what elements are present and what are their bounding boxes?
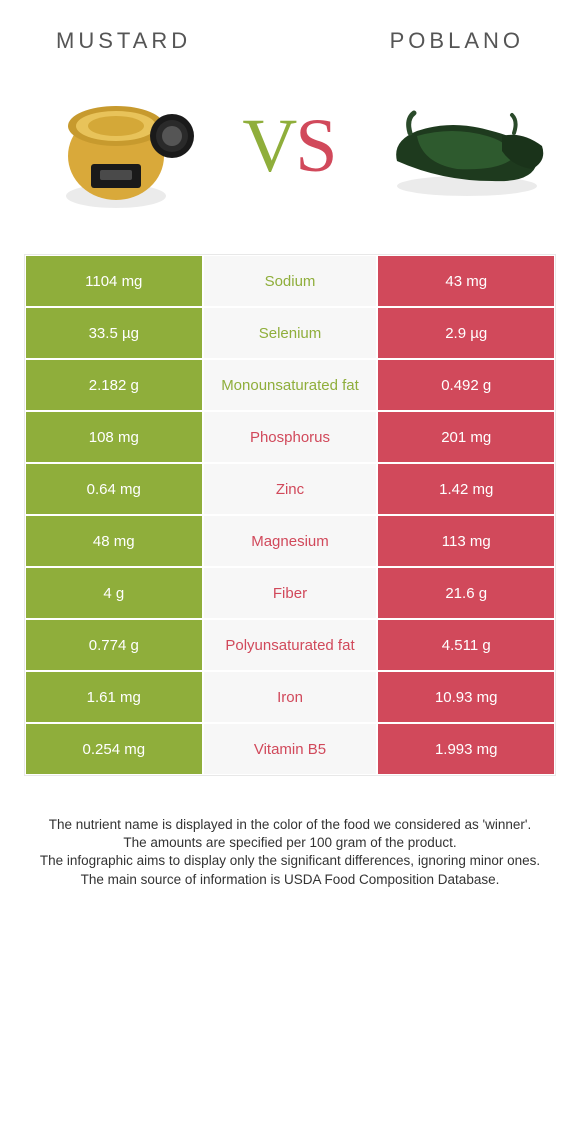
table-row: 108 mgPhosphorus201 mg [25, 411, 555, 463]
nutrient-name-cell: Iron [203, 671, 378, 723]
header: Mustard Poblano [0, 0, 580, 64]
table-row: 1104 mgSodium43 mg [25, 255, 555, 307]
hero-row: VS [0, 64, 580, 236]
comparison-table: 1104 mgSodium43 mg33.5 µgSelenium2.9 µg2… [24, 254, 556, 776]
left-value-cell: 2.182 g [25, 359, 203, 411]
left-value-cell: 33.5 µg [25, 307, 203, 359]
left-value-cell: 0.64 mg [25, 463, 203, 515]
right-value-cell: 113 mg [377, 515, 555, 567]
left-value-cell: 4 g [25, 567, 203, 619]
right-value-cell: 1.42 mg [377, 463, 555, 515]
right-value-cell: 201 mg [377, 411, 555, 463]
nutrient-name-cell: Vitamin B5 [203, 723, 378, 775]
right-value-cell: 0.492 g [377, 359, 555, 411]
right-value-cell: 1.993 mg [377, 723, 555, 775]
table-row: 48 mgMagnesium113 mg [25, 515, 555, 567]
right-value-cell: 4.511 g [377, 619, 555, 671]
right-food-title: Poblano [390, 28, 524, 54]
vs-v: V [242, 104, 295, 188]
footer-line-1: The nutrient name is displayed in the co… [28, 816, 552, 834]
table-row: 33.5 µgSelenium2.9 µg [25, 307, 555, 359]
table-row: 1.61 mgIron10.93 mg [25, 671, 555, 723]
table-row: 4 gFiber21.6 g [25, 567, 555, 619]
right-value-cell: 2.9 µg [377, 307, 555, 359]
poblano-icon [382, 91, 552, 201]
vs-s: S [295, 104, 335, 188]
nutrient-name-cell: Magnesium [203, 515, 378, 567]
left-food-title: Mustard [56, 28, 191, 54]
nutrient-name-cell: Fiber [203, 567, 378, 619]
nutrient-name-cell: Phosphorus [203, 411, 378, 463]
nutrient-name-cell: Polyunsaturated fat [203, 619, 378, 671]
footer-line-3: The infographic aims to display only the… [28, 852, 552, 870]
footer-line-2: The amounts are specified per 100 gram o… [28, 834, 552, 852]
nutrient-name-cell: Monounsaturated fat [203, 359, 378, 411]
nutrient-name-cell: Sodium [203, 255, 378, 307]
left-value-cell: 1.61 mg [25, 671, 203, 723]
footer-notes: The nutrient name is displayed in the co… [0, 776, 580, 889]
table-row: 0.254 mgVitamin B51.993 mg [25, 723, 555, 775]
left-value-cell: 0.774 g [25, 619, 203, 671]
right-value-cell: 21.6 g [377, 567, 555, 619]
right-value-cell: 43 mg [377, 255, 555, 307]
left-value-cell: 108 mg [25, 411, 203, 463]
nutrient-name-cell: Zinc [203, 463, 378, 515]
left-value-cell: 1104 mg [25, 255, 203, 307]
footer-line-4: The main source of information is USDA F… [28, 871, 552, 889]
left-value-cell: 48 mg [25, 515, 203, 567]
right-value-cell: 10.93 mg [377, 671, 555, 723]
table-row: 2.182 gMonounsaturated fat0.492 g [25, 359, 555, 411]
left-value-cell: 0.254 mg [25, 723, 203, 775]
table-row: 0.774 gPolyunsaturated fat4.511 g [25, 619, 555, 671]
mustard-jar-icon [56, 76, 196, 216]
table-row: 0.64 mgZinc1.42 mg [25, 463, 555, 515]
vs-label: VS [242, 103, 335, 190]
nutrient-name-cell: Selenium [203, 307, 378, 359]
